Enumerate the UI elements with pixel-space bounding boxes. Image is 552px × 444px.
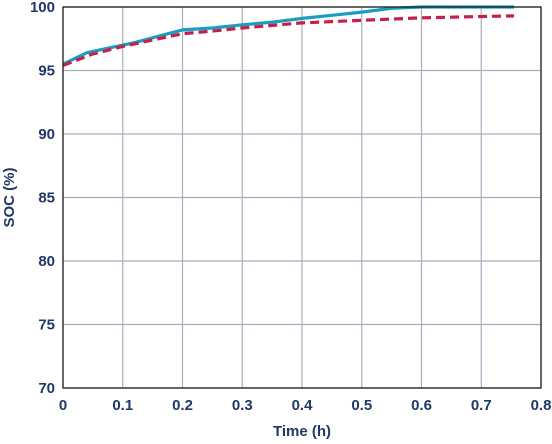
y-tick-label: 75 <box>38 317 55 334</box>
x-tick-label: 0.2 <box>172 397 193 414</box>
x-tick-label: 0.6 <box>411 397 432 414</box>
x-tick-label: 0.7 <box>471 397 492 414</box>
y-tick-label: 70 <box>38 380 55 397</box>
x-tick-label: 0.8 <box>531 397 552 414</box>
y-tick-label: 95 <box>38 63 55 80</box>
x-tick-label: 0.5 <box>351 397 372 414</box>
y-axis-title: SOC (%) <box>1 167 18 227</box>
x-tick-label: 0 <box>59 397 67 414</box>
y-tick-label: 90 <box>38 126 55 143</box>
x-tick-label: 0.1 <box>112 397 133 414</box>
plot-frame <box>62 6 542 389</box>
x-axis-title: Time (h) <box>273 423 331 440</box>
x-tick-label: 0.3 <box>232 397 253 414</box>
series-line-2 <box>62 14 515 67</box>
y-tick-label: 80 <box>38 253 55 270</box>
series-line-1 <box>62 5 515 66</box>
grid-lines <box>62 6 542 389</box>
y-tick-label: 85 <box>38 190 55 207</box>
x-tick-labels: 0 0.1 0.2 0.3 0.4 0.5 0.6 0.7 0.8 <box>59 397 552 414</box>
x-tick-label: 0.4 <box>292 397 314 414</box>
series-group <box>62 5 515 67</box>
y-tick-labels: 70 75 80 85 90 95 100 <box>30 0 55 397</box>
y-tick-label: 100 <box>30 0 55 16</box>
